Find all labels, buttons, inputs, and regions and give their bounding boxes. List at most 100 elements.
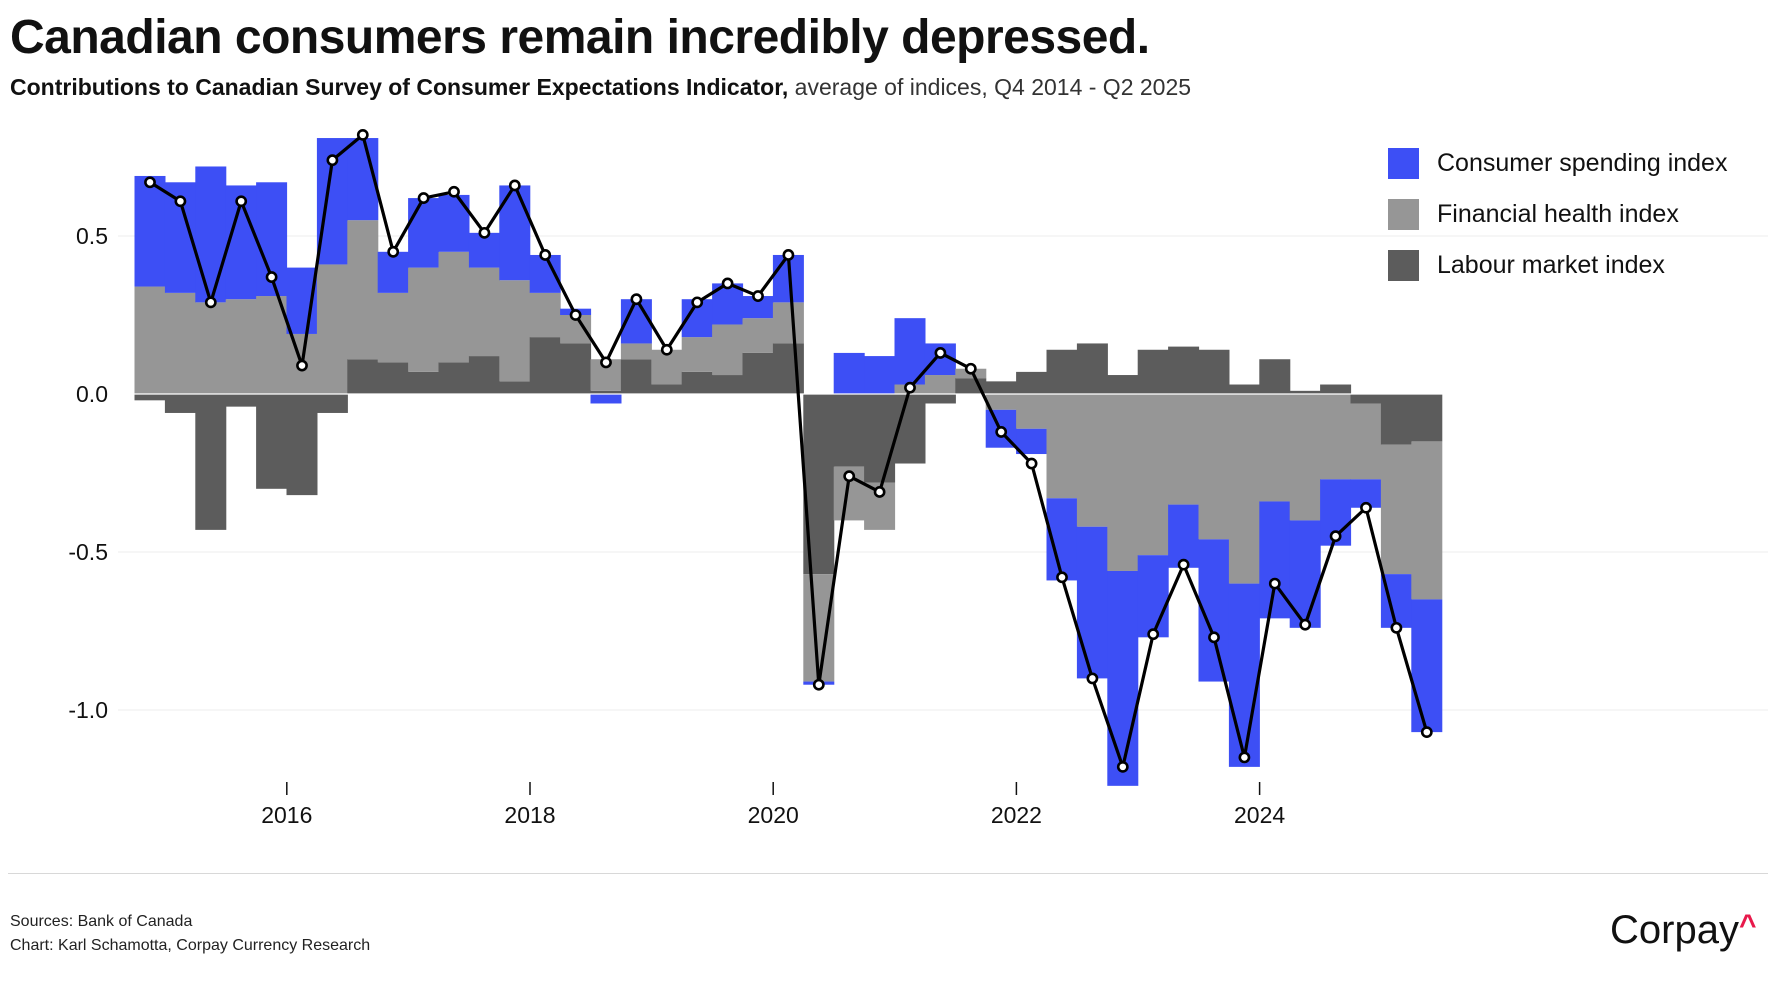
bar-segment [347, 220, 379, 360]
bar-segment [438, 362, 470, 394]
legend-swatch-consumer-spending [1388, 147, 1419, 179]
bar-segment [1046, 394, 1078, 499]
bar-segment [712, 375, 744, 394]
indicator-point [873, 486, 886, 498]
indicator-point [1056, 571, 1068, 584]
bar-segment [195, 394, 227, 530]
bar-segment [499, 381, 531, 394]
bar-segment [1107, 375, 1139, 394]
bar-segment [256, 394, 288, 489]
legend: Consumer spending index Financial health… [1388, 146, 1727, 299]
bar-segment [195, 166, 227, 303]
indicator-point [660, 343, 673, 356]
y-tick-label: 0.5 [76, 223, 108, 249]
indicator-point [144, 176, 156, 189]
indicator-point [569, 309, 582, 321]
bar-segment [377, 362, 409, 394]
legend-label-consumer-spending: Consumer spending index [1437, 148, 1728, 177]
bar-segment [1320, 394, 1352, 480]
sources-text: Sources: Bank of Canada [10, 913, 193, 930]
indicator-line [144, 128, 1433, 773]
indicator-point [204, 296, 217, 309]
bar-segment [468, 267, 500, 357]
indicator-point [508, 179, 521, 192]
bar-segment [316, 394, 348, 413]
bar-segment [1168, 346, 1200, 394]
indicator-point [1299, 618, 1312, 631]
bar-segment [1137, 349, 1169, 394]
bar-segment [1168, 504, 1200, 568]
bar-segment [1228, 583, 1260, 767]
bar-segment [1228, 394, 1260, 584]
indicator-point [752, 290, 764, 302]
legend-item-labour-market: Labour market index [1388, 248, 1727, 282]
bar-segment [620, 359, 652, 394]
bar-segment [864, 356, 896, 394]
bar-segment [225, 394, 257, 407]
bar-segment [1168, 394, 1200, 505]
indicator-point [1238, 751, 1251, 764]
bar-segment [985, 381, 1017, 394]
indicator-point [812, 678, 825, 691]
bar-segment [408, 371, 440, 394]
y-tick-label: 0.0 [76, 381, 108, 407]
x-tick-label: 2022 [991, 802, 1042, 828]
bar-segment [590, 390, 622, 394]
indicator-point [1086, 672, 1099, 685]
bar-segment [1076, 343, 1108, 394]
bar-segment [1137, 555, 1169, 638]
bar-segment [1198, 349, 1230, 394]
grid-lines [118, 235, 1768, 711]
x-tick-label: 2018 [504, 802, 555, 828]
bar-segment [377, 292, 409, 363]
indicator-point [1329, 530, 1342, 543]
x-tick-label: 2020 [748, 802, 799, 828]
indicator-point [539, 249, 552, 261]
indicator-point [1268, 577, 1281, 590]
bar-segment [620, 343, 652, 360]
y-tick-label: -0.5 [68, 539, 108, 565]
x-tick-label: 2024 [1234, 802, 1285, 828]
bar-segment [499, 280, 531, 382]
bar-segment [1380, 394, 1412, 445]
bar-segment [286, 394, 318, 496]
indicator-point [995, 426, 1008, 438]
bar-segment [1289, 394, 1321, 521]
bar-segment [1411, 441, 1443, 600]
indicator-point [448, 185, 460, 198]
indicator-point [600, 356, 612, 369]
bar-segment [772, 302, 804, 344]
bar-segment [1411, 599, 1443, 733]
indicator-point [1147, 628, 1160, 641]
indicator-point [1420, 726, 1433, 739]
bar-segment [316, 264, 348, 394]
corpay-logo: Corpay^ [1610, 906, 1756, 954]
bar-segment [742, 296, 774, 319]
bar-segment [1016, 428, 1048, 455]
legend-item-financial-health: Financial health index [1388, 197, 1727, 231]
indicator-point [235, 195, 248, 208]
bar-segment [347, 359, 379, 394]
bar-segment [408, 198, 440, 268]
subtitle-light: average of indices, Q4 2014 - Q2 2025 [788, 74, 1192, 100]
bar-segment [651, 384, 683, 394]
footer-divider [8, 873, 1768, 874]
x-tick-label: 2016 [261, 802, 312, 828]
indicator-point [478, 226, 491, 239]
indicator-point [296, 359, 308, 372]
bar-segment [529, 337, 561, 394]
bar-segment [1259, 394, 1291, 502]
bar-segment [468, 356, 500, 394]
bar-segment [438, 194, 470, 252]
bar-segment [1289, 390, 1321, 394]
bar-segment [164, 292, 196, 394]
indicator-point [630, 293, 643, 306]
chart-title: Canadian consumers remain incredibly dep… [10, 11, 1150, 64]
bar-segment [1076, 526, 1108, 679]
bar-segment [924, 394, 956, 404]
y-tick-label: -1.0 [68, 697, 108, 723]
bar-segment [1016, 371, 1048, 394]
bar-segment [438, 251, 470, 363]
bar-segment [742, 318, 774, 353]
indicator-point [934, 347, 947, 359]
